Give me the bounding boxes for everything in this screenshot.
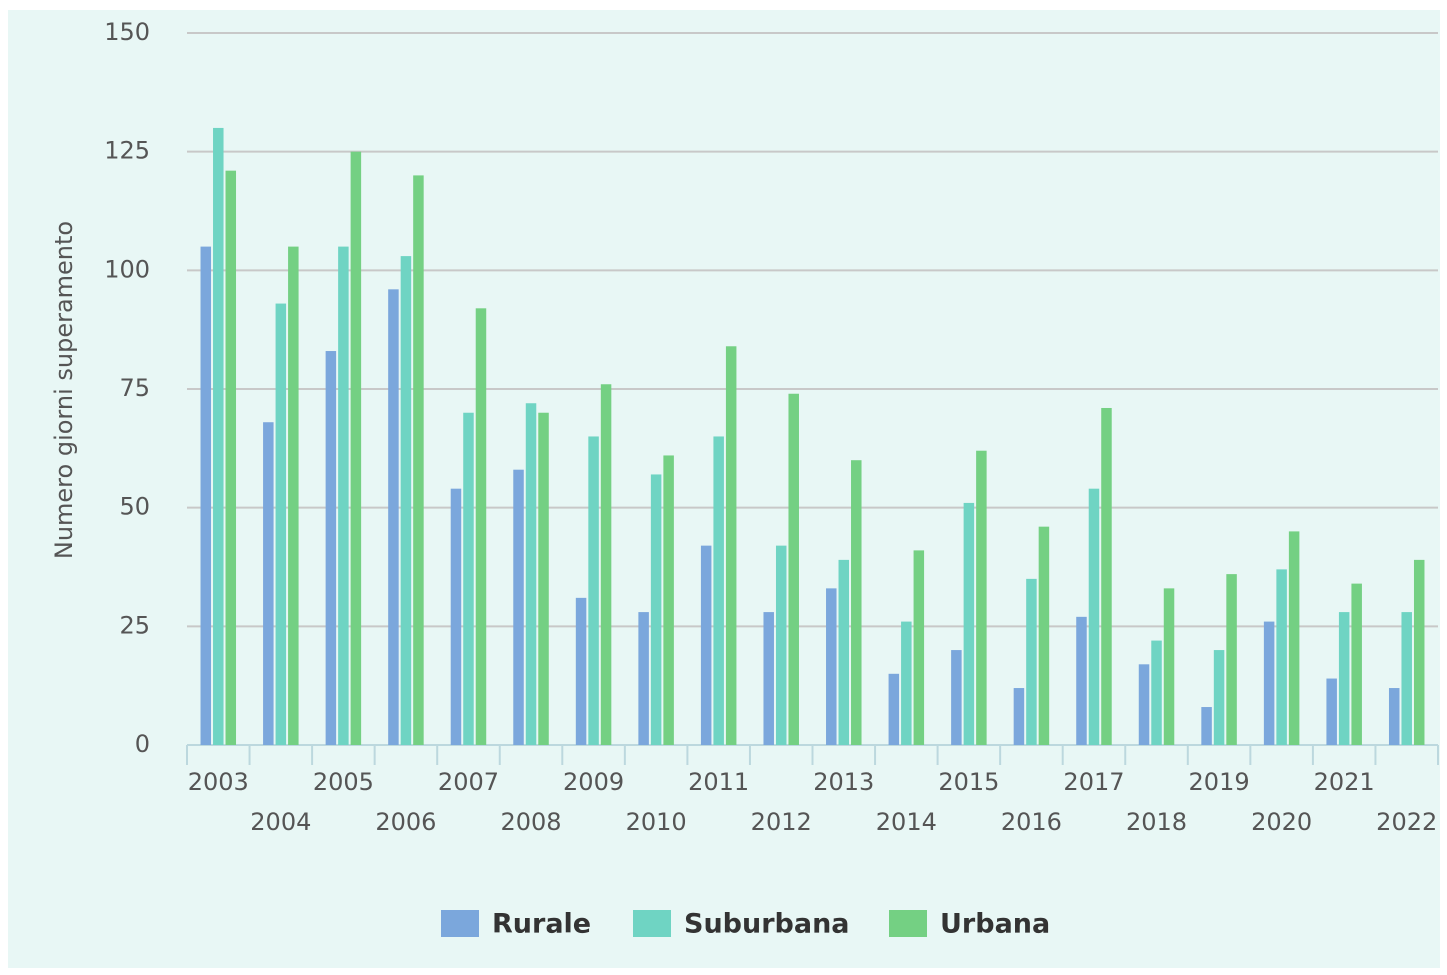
bar — [888, 673, 900, 745]
bar — [1013, 688, 1025, 745]
x-tick-label: 2006 — [375, 808, 436, 836]
bar — [838, 559, 850, 745]
bar — [826, 588, 837, 745]
bar — [213, 127, 224, 745]
bar — [1151, 640, 1162, 745]
bar — [1263, 621, 1275, 745]
bar — [1288, 531, 1300, 745]
x-tick-label: 2010 — [626, 808, 687, 836]
bar — [901, 621, 912, 745]
bar — [338, 246, 349, 745]
bar — [388, 289, 399, 745]
bar — [1226, 574, 1237, 745]
bar — [650, 474, 662, 745]
bar — [851, 460, 862, 745]
bar — [763, 612, 774, 745]
bar — [288, 246, 299, 745]
bar — [513, 469, 524, 745]
bar — [1276, 569, 1287, 745]
x-tick-label: 2004 — [250, 808, 311, 836]
x-tick-label: 2022 — [1376, 808, 1437, 836]
bar — [1338, 612, 1350, 745]
bar — [263, 422, 274, 745]
y-tick-label: 25 — [119, 611, 150, 639]
bar — [350, 151, 362, 745]
x-tick-label: 2003 — [188, 768, 249, 796]
bar — [588, 436, 599, 745]
legend-swatch — [633, 910, 671, 937]
x-tick-label: 2012 — [751, 808, 812, 836]
y-tick-label: 125 — [104, 137, 150, 165]
bar — [225, 170, 237, 746]
bar — [1138, 664, 1150, 745]
bar — [638, 612, 649, 745]
y-tick-label: 75 — [119, 374, 150, 402]
bar — [450, 488, 462, 745]
bar — [775, 545, 787, 745]
bar — [1026, 578, 1037, 745]
bar — [1088, 488, 1100, 745]
y-tick-label: 50 — [119, 493, 150, 521]
x-tick-label: 2020 — [1251, 808, 1312, 836]
bar — [1038, 526, 1050, 745]
bar — [913, 550, 925, 745]
x-tick-label: 2016 — [1001, 808, 1062, 836]
bar — [663, 455, 674, 745]
y-axis-title: Numero giorni superamento — [50, 221, 78, 559]
bar — [575, 597, 587, 745]
x-tick-label: 2015 — [938, 768, 999, 796]
y-tick-label: 100 — [104, 255, 150, 283]
x-tick-label: 2013 — [813, 768, 874, 796]
bar — [275, 303, 287, 745]
bar — [1101, 407, 1112, 745]
x-tick-label: 2019 — [1189, 768, 1250, 796]
bar — [525, 403, 537, 745]
x-tick-label: 2005 — [313, 768, 374, 796]
bar — [538, 412, 549, 745]
legend-label: Suburbana — [684, 909, 850, 940]
legend-swatch — [889, 910, 927, 937]
legend-label: Urbana — [940, 909, 1050, 940]
x-tick-label: 2008 — [500, 808, 561, 836]
bar — [600, 384, 612, 745]
bar — [951, 650, 962, 745]
bar — [325, 351, 337, 745]
x-tick-label: 2007 — [438, 768, 499, 796]
bar — [400, 256, 412, 745]
bar — [1201, 707, 1212, 745]
bar — [200, 246, 212, 745]
bar — [963, 502, 975, 745]
chart-background — [8, 10, 1440, 968]
bar — [788, 393, 799, 745]
x-tick-label: 2017 — [1063, 768, 1124, 796]
legend-swatch — [441, 910, 479, 937]
bar — [475, 308, 487, 745]
x-tick-label: 2009 — [563, 768, 624, 796]
bar — [725, 346, 737, 745]
bar — [413, 175, 424, 745]
bar — [1413, 559, 1425, 745]
bar — [1388, 688, 1400, 745]
x-tick-label: 2018 — [1126, 808, 1187, 836]
bar — [1163, 588, 1175, 745]
bar — [976, 450, 987, 745]
bar — [1351, 583, 1362, 745]
bar — [1326, 678, 1337, 745]
legend-label: Rurale — [492, 909, 591, 940]
bar — [463, 412, 474, 745]
y-tick-label: 150 — [104, 18, 150, 46]
bar — [1076, 616, 1087, 745]
x-tick-label: 2011 — [688, 768, 749, 796]
bar — [713, 436, 724, 745]
bar — [1401, 612, 1412, 745]
x-tick-label: 2021 — [1314, 768, 1375, 796]
y-tick-label: 0 — [135, 730, 150, 758]
x-tick-label: 2014 — [876, 808, 937, 836]
bar — [700, 545, 712, 745]
bar — [1213, 650, 1225, 745]
